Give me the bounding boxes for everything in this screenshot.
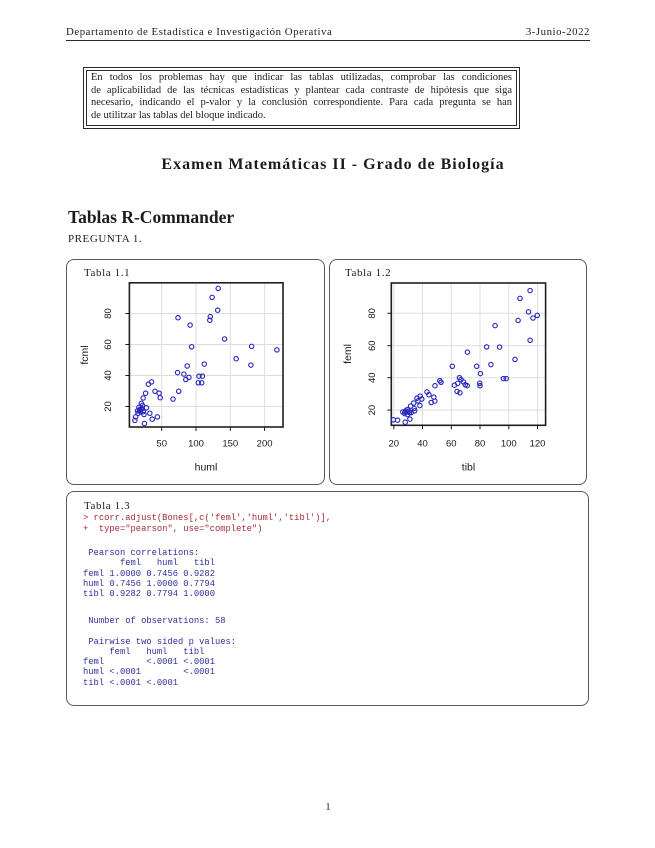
svg-text:100: 100 bbox=[501, 439, 517, 450]
svg-text:40: 40 bbox=[417, 439, 428, 450]
svg-text:feml: feml bbox=[342, 344, 354, 364]
svg-text:60: 60 bbox=[446, 439, 457, 450]
svg-text:huml: huml bbox=[195, 462, 218, 474]
svg-text:40: 40 bbox=[367, 372, 378, 383]
svg-text:150: 150 bbox=[222, 439, 238, 450]
svg-text:120: 120 bbox=[530, 439, 546, 450]
svg-text:20: 20 bbox=[367, 405, 378, 416]
svg-text:40: 40 bbox=[103, 370, 114, 381]
svg-text:20: 20 bbox=[103, 401, 114, 412]
svg-text:60: 60 bbox=[367, 340, 378, 351]
svg-text:50: 50 bbox=[156, 439, 167, 450]
svg-text:100: 100 bbox=[188, 439, 204, 450]
svg-text:80: 80 bbox=[475, 439, 486, 450]
svg-text:fcml: fcml bbox=[79, 345, 91, 364]
svg-text:tibl: tibl bbox=[462, 462, 475, 474]
svg-text:20: 20 bbox=[389, 439, 400, 450]
svg-text:80: 80 bbox=[103, 308, 114, 319]
svg-text:200: 200 bbox=[257, 439, 273, 450]
svg-text:80: 80 bbox=[367, 308, 378, 319]
svg-text:60: 60 bbox=[103, 339, 114, 350]
